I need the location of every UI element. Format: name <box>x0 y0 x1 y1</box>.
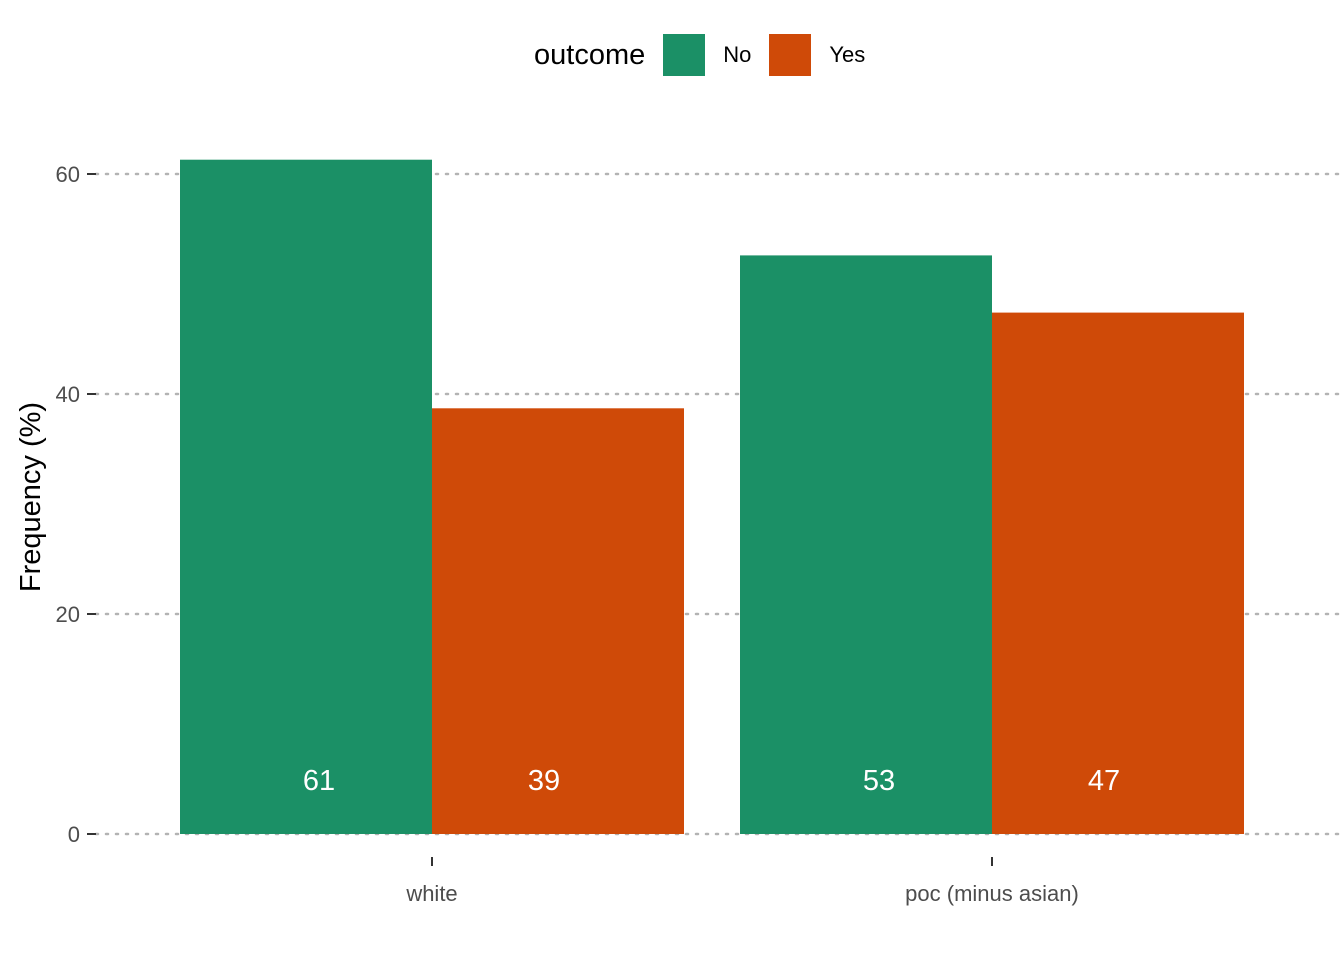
legend-label-no: No <box>723 42 752 67</box>
bar-no-0 <box>180 159 432 834</box>
legend-swatch-no <box>663 34 706 76</box>
legend-item-yes: Yes <box>769 34 865 76</box>
bar-value-label: 53 <box>863 765 895 797</box>
legend-title: outcome <box>534 38 646 71</box>
y-tick-label: 40 <box>56 382 80 407</box>
y-axis-title: Frequency (%) <box>15 402 47 592</box>
bars <box>180 159 1244 835</box>
y-tick-label: 0 <box>68 822 80 847</box>
bar-value-label: 61 <box>303 765 335 797</box>
x-tick-label: white <box>405 881 457 906</box>
y-axis: 0 20 40 60 <box>56 162 96 847</box>
bar-no-1 <box>740 255 992 834</box>
legend-label-yes: Yes <box>829 42 866 67</box>
bar-value-label: 47 <box>1088 765 1120 797</box>
legend: outcome No Yes <box>534 34 883 76</box>
bar-yes-0 <box>432 408 684 834</box>
x-tick-label: poc (minus asian) <box>905 881 1079 906</box>
bar-value-label: 39 <box>528 765 560 797</box>
bar-value-labels: 61 39 53 47 <box>303 765 1120 797</box>
y-tick-label: 60 <box>56 162 80 187</box>
bar-yes-1 <box>992 312 1244 835</box>
x-axis: white poc (minus asian) <box>405 857 1079 906</box>
legend-swatch-yes <box>769 34 812 76</box>
legend-item-no: No <box>663 34 751 76</box>
y-tick-label: 20 <box>56 602 80 627</box>
